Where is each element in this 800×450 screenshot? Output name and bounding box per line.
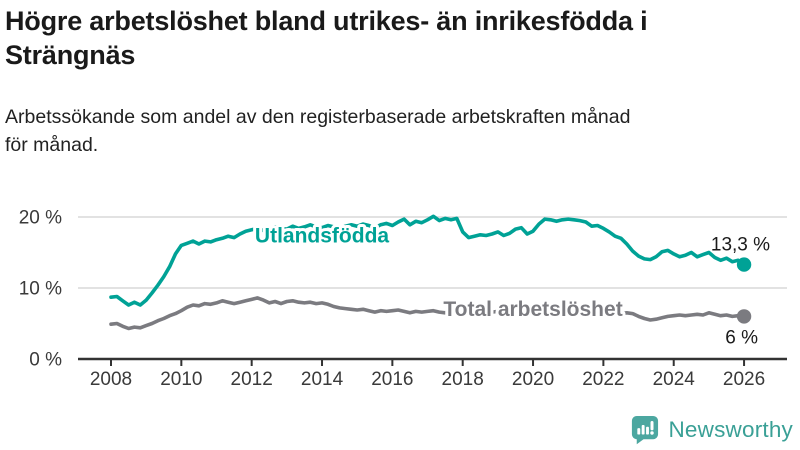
x-axis-tick-label: 2012 [231,369,273,390]
y-axis-tick-label: 10 % [19,279,62,300]
x-axis-tick-label: 2008 [90,369,132,390]
series-inline-label: Utlandsfödda [255,225,389,248]
chart-title: Högre arbetslöshet bland utrikes- än inr… [5,4,765,72]
series-inline-label: Total arbetslöshet [443,298,622,321]
series-end-value-label: 6 % [725,327,758,348]
x-axis-tick-label: 2014 [301,369,344,390]
x-axis-tick-label: 2020 [512,369,554,390]
series-line-total [109,296,746,331]
y-axis-tick-label: 0 % [29,350,62,371]
series-end-dot [736,309,752,324]
newsworthy-wordmark: Newsworthy [668,416,793,442]
unemployment-line-chart: 0 % 10 % 20 % 2008 2010 2012 2014 2016 2018 2020 2… [19,208,787,390]
x-axis-tick-label: 2010 [160,369,202,390]
y-axis-tick-label: 20 % [19,208,62,229]
series-end-dot [736,257,752,272]
newsworthy-logo: Newsworthy [629,414,793,445]
series-line-utlandsfodda [109,214,746,307]
x-axis-tick-label: 2024 [653,369,696,390]
chart-subtitle-line-1: Arbetssökande som andel av den registerb… [5,106,631,128]
x-axis-tick-label: 2018 [442,369,484,390]
x-axis-tick-label: 2026 [723,369,765,390]
bar-chart-speech-bubble-icon [632,415,659,445]
x-axis-tick-label: 2016 [371,369,413,390]
chart-subtitle-line-2: för månad. [5,133,99,156]
chart-title-line-2: Strängnäs [5,40,136,71]
x-axis-tick-label: 2022 [582,369,624,390]
chart-subtitle: Arbetssökande som andel av den registerb… [5,104,785,159]
chart-title-line-1: Högre arbetslöshet bland utrikes- än inr… [5,6,648,36]
series-end-value-label: 13,3 % [711,235,770,256]
